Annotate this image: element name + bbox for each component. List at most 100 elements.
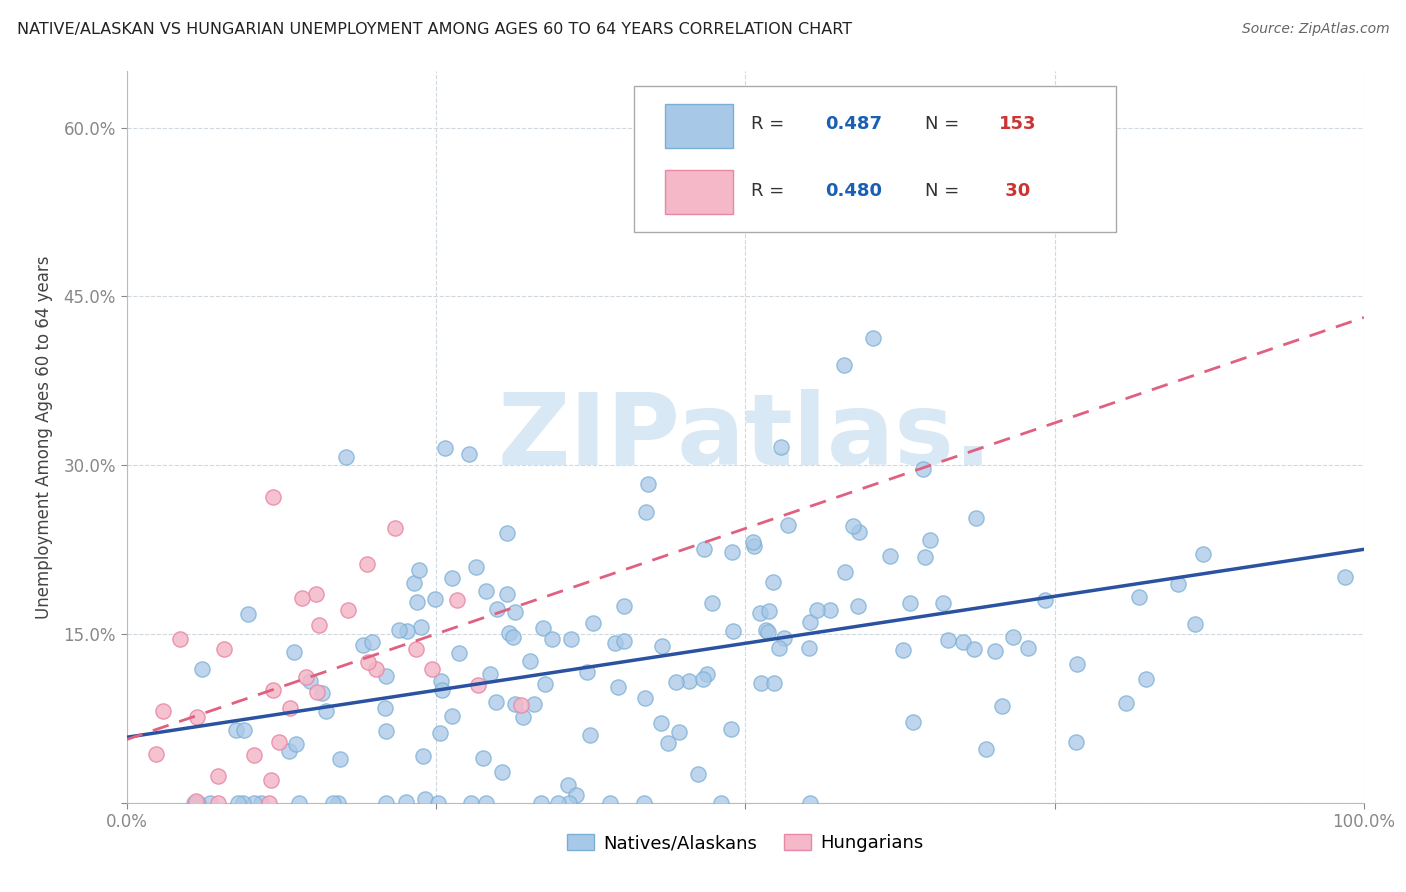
Natives/Alaskans — [692, 673, 714, 687]
Natives/Alaskans — [657, 736, 679, 750]
Natives/Alaskans — [1192, 547, 1215, 561]
Natives/Alaskans — [799, 640, 821, 655]
Natives/Alaskans — [402, 576, 425, 591]
Natives/Alaskans — [183, 796, 205, 810]
Natives/Alaskans — [778, 517, 800, 532]
Natives/Alaskans — [634, 690, 657, 705]
Natives/Alaskans — [541, 632, 564, 646]
Hungarians — [304, 587, 326, 601]
Natives/Alaskans — [426, 796, 449, 810]
Natives/Alaskans — [447, 647, 470, 661]
Natives/Alaskans — [409, 620, 432, 634]
Natives/Alaskans — [485, 695, 508, 709]
Natives/Alaskans — [187, 796, 209, 810]
Natives/Alaskans — [186, 796, 208, 810]
Natives/Alaskans — [374, 669, 396, 683]
Natives/Alaskans — [720, 722, 742, 736]
Natives/Alaskans — [832, 358, 855, 372]
Hungarians — [384, 521, 406, 535]
Natives/Alaskans — [485, 601, 508, 615]
Natives/Alaskans — [900, 595, 922, 609]
Natives/Alaskans — [285, 737, 308, 751]
Legend: Natives/Alaskans, Hungarians: Natives/Alaskans, Hungarians — [560, 827, 931, 860]
Natives/Alaskans — [233, 723, 256, 738]
Natives/Alaskans — [498, 625, 520, 640]
Natives/Alaskans — [395, 624, 418, 639]
Natives/Alaskans — [1066, 657, 1088, 672]
Natives/Alaskans — [799, 615, 821, 630]
Natives/Alaskans — [328, 796, 350, 810]
Natives/Alaskans — [974, 742, 997, 756]
Natives/Alaskans — [190, 662, 212, 676]
Hungarians — [308, 618, 330, 632]
Natives/Alaskans — [862, 331, 884, 345]
Hungarians — [260, 772, 283, 787]
Natives/Alaskans — [283, 645, 305, 659]
Natives/Alaskans — [650, 716, 672, 731]
Text: Source: ZipAtlas.com: Source: ZipAtlas.com — [1241, 22, 1389, 37]
Natives/Alaskans — [879, 549, 901, 564]
Natives/Alaskans — [460, 796, 482, 810]
Natives/Alaskans — [464, 560, 486, 574]
Natives/Alaskans — [818, 603, 841, 617]
Natives/Alaskans — [408, 563, 430, 577]
Natives/Alaskans — [846, 599, 869, 613]
Hungarians — [509, 698, 531, 713]
Natives/Alaskans — [530, 796, 553, 810]
Natives/Alaskans — [413, 792, 436, 806]
FancyBboxPatch shape — [665, 104, 733, 148]
Hungarians — [262, 490, 284, 504]
Natives/Alaskans — [1334, 570, 1357, 584]
Natives/Alaskans — [912, 462, 935, 476]
Text: N =: N = — [925, 182, 959, 200]
Hungarians — [214, 641, 236, 656]
Natives/Alaskans — [914, 549, 936, 564]
Natives/Alaskans — [606, 680, 628, 694]
Natives/Alaskans — [557, 778, 579, 792]
Natives/Alaskans — [475, 583, 498, 598]
Natives/Alaskans — [533, 677, 555, 691]
Natives/Alaskans — [637, 477, 659, 491]
Natives/Alaskans — [328, 752, 350, 766]
Natives/Alaskans — [226, 796, 249, 810]
Natives/Alaskans — [575, 665, 598, 680]
Natives/Alaskans — [298, 673, 321, 688]
Natives/Alaskans — [605, 636, 627, 650]
Natives/Alaskans — [668, 724, 690, 739]
FancyBboxPatch shape — [634, 86, 1116, 232]
Natives/Alaskans — [335, 450, 357, 465]
Natives/Alaskans — [519, 654, 541, 668]
Natives/Alaskans — [565, 788, 588, 802]
Natives/Alaskans — [232, 796, 254, 810]
Natives/Alaskans — [834, 565, 856, 579]
Text: 0.480: 0.480 — [825, 182, 883, 200]
Text: ZIPatlas.: ZIPatlas. — [498, 389, 993, 485]
Text: 0.487: 0.487 — [825, 115, 883, 133]
Natives/Alaskans — [322, 796, 344, 810]
Hungarians — [420, 662, 443, 676]
Hungarians — [307, 685, 329, 699]
Natives/Alaskans — [496, 525, 519, 540]
Natives/Alaskans — [636, 505, 658, 519]
Natives/Alaskans — [503, 605, 526, 619]
Natives/Alaskans — [387, 624, 409, 638]
Natives/Alaskans — [799, 796, 821, 810]
Hungarians — [291, 591, 314, 606]
Natives/Alaskans — [613, 634, 636, 648]
Hungarians — [356, 557, 378, 571]
Natives/Alaskans — [806, 603, 828, 617]
Natives/Alaskans — [360, 635, 382, 649]
Natives/Alaskans — [1128, 591, 1150, 605]
Natives/Alaskans — [198, 796, 221, 810]
Text: 153: 153 — [998, 115, 1036, 133]
Natives/Alaskans — [599, 796, 621, 810]
Natives/Alaskans — [762, 574, 785, 589]
Text: 30: 30 — [998, 182, 1031, 200]
Natives/Alaskans — [374, 723, 396, 738]
Natives/Alaskans — [633, 796, 655, 810]
Natives/Alaskans — [512, 710, 534, 724]
Natives/Alaskans — [901, 715, 924, 730]
Natives/Alaskans — [496, 587, 519, 601]
Natives/Alaskans — [763, 675, 786, 690]
Natives/Alaskans — [491, 765, 513, 780]
